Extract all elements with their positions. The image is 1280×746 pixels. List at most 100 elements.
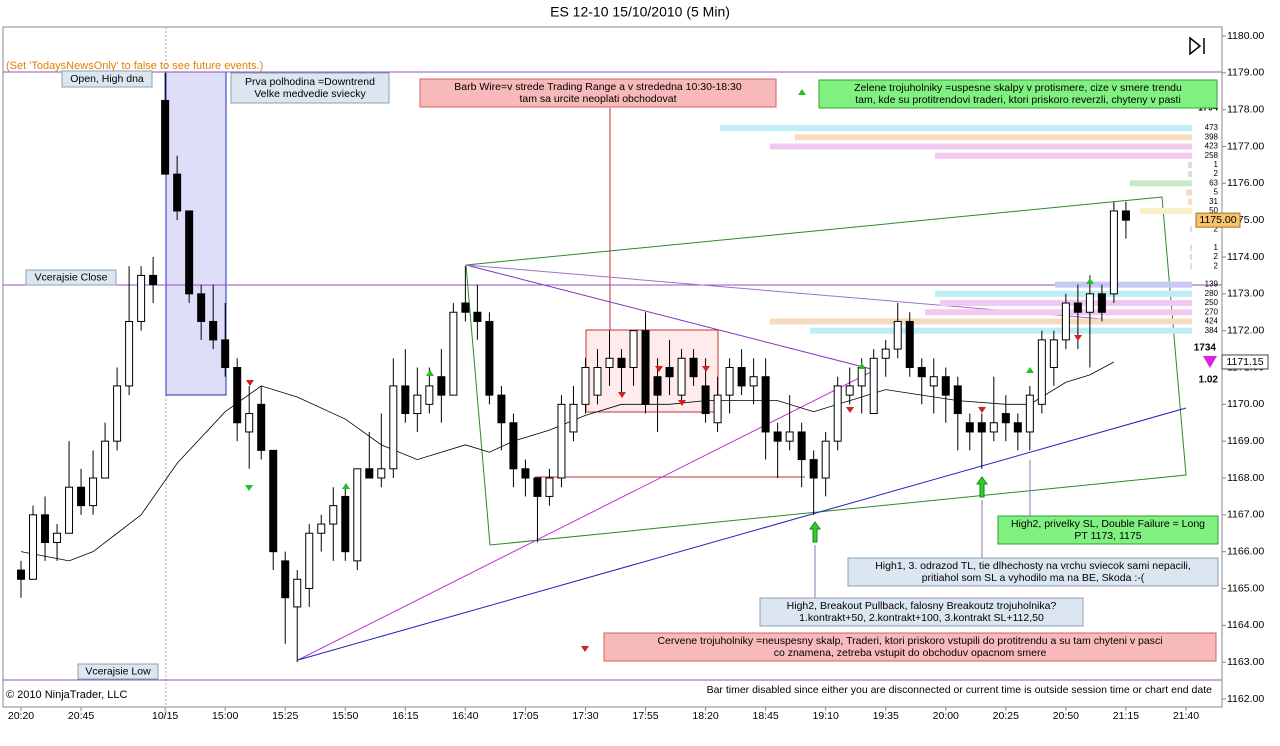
candle-body [461, 302, 470, 313]
trendline [465, 264, 876, 371]
candle-body [797, 431, 806, 461]
candle-body [437, 376, 446, 396]
y-tick-label: 1165.00 [1227, 582, 1264, 594]
candle-body [893, 320, 902, 350]
annotation-box [759, 597, 1084, 627]
candle-body [413, 394, 422, 415]
candle-body [1109, 210, 1118, 295]
candle-body [341, 495, 350, 553]
candle-body [425, 385, 434, 405]
candle-body [593, 367, 602, 396]
annotation-text: tam, kde su protitrendovi traderi, ktori… [855, 94, 1181, 106]
candle-body [617, 357, 626, 368]
candle-body [677, 357, 686, 396]
play-button[interactable] [1189, 36, 1205, 56]
down-triangle [1074, 335, 1082, 341]
y-tick-label: 1163.00 [1227, 656, 1264, 668]
candle-body [965, 422, 974, 433]
y-tick-label: 1180.00 [1227, 30, 1264, 42]
annotation-text: Vcerajsie Low [85, 665, 151, 677]
candle-body [809, 459, 818, 479]
news-note: (Set 'TodaysNewsOnly' to false to see fu… [6, 60, 263, 72]
depth-bar [1190, 263, 1192, 270]
candle-body [941, 376, 950, 396]
annotation-text: pritiahol som SL a vyhodilo ma na BE, Sk… [922, 572, 1145, 584]
up-triangle [426, 370, 434, 376]
depth-label: 384 [1205, 326, 1219, 335]
x-tick-label: 15:00 [212, 710, 238, 722]
candle-body [845, 385, 854, 396]
x-tick-label: 16:40 [452, 710, 478, 722]
x-tick-label: 20:20 [8, 710, 34, 722]
up-triangle [1026, 367, 1034, 373]
x-tick-label: 16:15 [392, 710, 418, 722]
depth-label: 63 [1209, 178, 1218, 187]
candle-body [209, 320, 218, 341]
up-triangle [342, 483, 350, 489]
up-triangle [858, 363, 866, 369]
candle-body [533, 477, 542, 497]
depth-label: 1 [1214, 160, 1219, 169]
annotation-box [603, 632, 1217, 662]
x-tick-label: 15:50 [332, 710, 358, 722]
annotation-text: PT 1173, 1175 [1074, 530, 1141, 542]
candle-body [749, 376, 758, 387]
x-tick-label: 10/15 [152, 710, 178, 722]
price-marker [1195, 212, 1241, 228]
annotation-text: High2, privelky SL, Double Failure = Lon… [1011, 518, 1205, 530]
candle-body [521, 468, 530, 479]
candle-body [1097, 293, 1106, 313]
x-tick-label: 15:25 [272, 710, 298, 722]
depth-label: 280 [1205, 289, 1219, 298]
candle-body [281, 560, 290, 599]
candle-body [329, 505, 338, 525]
x-tick-label: 18:20 [692, 710, 718, 722]
depth-label: 423 [1205, 142, 1219, 151]
y-tick-label: 1166.00 [1227, 545, 1264, 557]
depth-bar [1190, 226, 1192, 233]
candle-body [53, 532, 62, 543]
y-tick-label: 1173.00 [1227, 288, 1264, 300]
x-tick-label: 17:05 [512, 710, 538, 722]
candle-body [953, 385, 962, 415]
candle-body [629, 330, 638, 368]
candle-body [977, 422, 986, 433]
depth-label: 2 [1214, 261, 1219, 270]
depth-bar [1188, 171, 1192, 178]
trendline [297, 369, 876, 661]
candle-body [317, 523, 326, 534]
candle-body [713, 394, 722, 424]
x-tick-label: 21:40 [1173, 710, 1199, 722]
y-tick-label: 1162.00 [1227, 693, 1264, 705]
depth-bar [1188, 161, 1192, 168]
candle-body [833, 385, 842, 442]
candle-body [233, 367, 242, 424]
candle-body [353, 468, 362, 562]
down-triangle [618, 392, 626, 398]
candle-body [773, 431, 782, 442]
depth-bar [925, 309, 1192, 316]
candle-body [653, 376, 662, 396]
candle-body [389, 385, 398, 470]
candle-body [605, 357, 614, 368]
candle-body [1001, 413, 1010, 424]
annotation-text: 1.kontrakt+50, 2.kontrakt+100, 3.kontrak… [799, 612, 1044, 624]
candle-body [509, 422, 518, 470]
bar-timer-note: Bar timer disabled since either you are … [707, 684, 1213, 696]
annotation-text: Open, High dna [70, 73, 144, 85]
trendline [297, 407, 1187, 661]
annotation-text: Vcerajsie Close [35, 271, 108, 283]
depth-label: 139 [1205, 280, 1219, 289]
depth-bar [1190, 244, 1192, 251]
depth-bar [720, 125, 1192, 132]
candle-body [821, 440, 830, 479]
price-marker-label: 1175.00 [1199, 214, 1236, 226]
y-tick-label: 1167.00 [1227, 509, 1264, 521]
candle-body [257, 403, 266, 451]
depth-label: 473 [1205, 123, 1219, 132]
y-tick-label: 1172.00 [1227, 324, 1264, 336]
depth-bar [935, 290, 1192, 297]
candle-body [161, 99, 170, 175]
depth-bar [1055, 281, 1192, 288]
